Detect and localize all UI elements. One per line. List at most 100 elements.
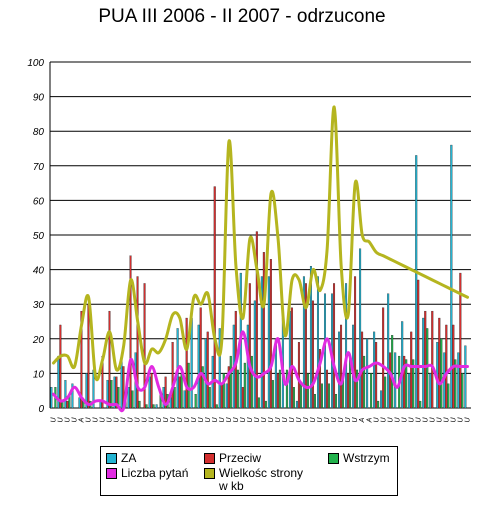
bar-za	[359, 248, 362, 409]
bar-przeciw	[445, 324, 448, 409]
x-tick-label: U	[429, 417, 436, 423]
x-tick-label: U	[261, 417, 268, 423]
bar-za	[422, 317, 425, 409]
x-tick-label: U	[65, 417, 72, 423]
y-tick-label: 20	[32, 335, 45, 346]
x-tick-label: U	[338, 417, 345, 423]
x-tick-label: U	[436, 417, 443, 423]
bar-przeciw	[354, 276, 357, 409]
y-tick-label: 10	[33, 369, 45, 380]
bar-za	[197, 324, 200, 409]
bar-wstrzym	[278, 369, 281, 409]
bar-przeciw	[255, 231, 258, 409]
legend-label: Przeciw	[219, 451, 262, 465]
bar-przeciw	[410, 331, 413, 409]
x-tick-label: U	[247, 417, 254, 423]
x-tick-label: U	[373, 417, 380, 423]
bar-wstrzym	[236, 369, 239, 409]
bar-przeciw	[403, 355, 406, 409]
bar-przeciw	[178, 376, 181, 409]
bar-przeciw	[164, 376, 167, 409]
bar-przeciw	[143, 283, 146, 409]
bar-wstrzym	[461, 373, 464, 409]
bar-za	[127, 387, 130, 409]
bar-wstrzym	[264, 400, 267, 409]
y-tick-label: 100	[27, 58, 44, 69]
x-tick-label: U	[100, 417, 107, 423]
bar-przeciw	[199, 307, 202, 409]
bar-wstrzym	[285, 369, 288, 409]
bar-przeciw	[389, 352, 392, 409]
bar-przeciw	[248, 283, 251, 409]
x-tick-label: U	[401, 417, 408, 423]
bar-za	[253, 300, 256, 409]
bar-wstrzym	[335, 394, 338, 409]
bar-za	[113, 376, 116, 409]
bar-wstrzym	[229, 355, 232, 409]
y-tick-label: 30	[33, 300, 45, 311]
x-tick-label: U	[142, 417, 149, 423]
legend-swatch	[328, 453, 339, 464]
bar-przeciw	[185, 317, 188, 409]
y-tick-label: 60	[33, 196, 45, 207]
x-tick-label: U	[72, 417, 79, 423]
x-tick-label: U	[135, 417, 142, 423]
bar-wstrzym	[243, 362, 246, 409]
bar-za	[148, 376, 151, 409]
bar-przeciw	[431, 310, 434, 409]
bar-wstrzym	[320, 383, 323, 409]
bar-przeciw	[108, 310, 111, 409]
x-tick-label: U	[184, 417, 191, 423]
bar-za	[71, 383, 74, 409]
bar-wstrzym	[419, 400, 422, 409]
x-tick-label: U	[93, 417, 100, 423]
x-tick-label: U	[149, 417, 156, 423]
x-tick-label: A	[359, 417, 366, 423]
x-tick-label: U	[415, 417, 422, 423]
x-tick-label: U	[331, 417, 338, 423]
bar-za	[267, 276, 270, 409]
line-liczba-pytan	[52, 330, 469, 413]
x-tick-label: U	[51, 417, 58, 423]
bar-przeciw	[424, 310, 427, 409]
bar-wstrzym	[370, 373, 373, 409]
bar-wstrzym	[201, 366, 204, 409]
x-tick-label: U	[296, 417, 303, 423]
bar-za	[204, 338, 207, 409]
bar-za	[106, 380, 109, 409]
y-tick-label: 70	[33, 162, 45, 173]
legend-item: Wstrzym	[328, 452, 390, 465]
x-tick-label: U	[422, 417, 429, 423]
bar-wstrzym	[152, 404, 155, 409]
x-tick-label: A	[366, 417, 373, 423]
bar-za	[85, 373, 88, 409]
x-tick-label: U	[394, 417, 401, 423]
bar-za	[64, 380, 67, 409]
x-tick-label: U	[86, 417, 93, 423]
x-tick-label: U	[121, 417, 128, 423]
bar-wstrzym	[391, 335, 394, 409]
x-tick-label: U	[408, 417, 415, 423]
legend-label: Wielkośc strony w kb	[219, 466, 304, 493]
y-tick-label: 0	[38, 404, 44, 415]
legend-item: Przeciw	[204, 452, 261, 465]
x-tick-label: U	[457, 417, 464, 423]
bar-wstrzym	[215, 404, 218, 409]
x-tick-label: U	[387, 417, 394, 423]
bar-przeciw	[136, 276, 139, 409]
bar-przeciw	[459, 272, 462, 409]
bar-przeciw	[220, 383, 223, 409]
bar-przeciw	[59, 324, 62, 409]
bar-wstrzym	[440, 338, 443, 409]
x-tick-label: U	[380, 417, 387, 423]
bar-przeciw	[171, 342, 174, 409]
bar-przeciw	[66, 400, 69, 409]
bar-przeciw	[417, 279, 420, 409]
x-tick-label: U	[240, 417, 247, 423]
bar-wstrzym	[426, 328, 429, 409]
x-tick-label: U	[205, 417, 212, 423]
x-tick-label: U	[128, 417, 135, 423]
legend-swatch	[204, 468, 215, 479]
bar-przeciw	[115, 376, 118, 409]
